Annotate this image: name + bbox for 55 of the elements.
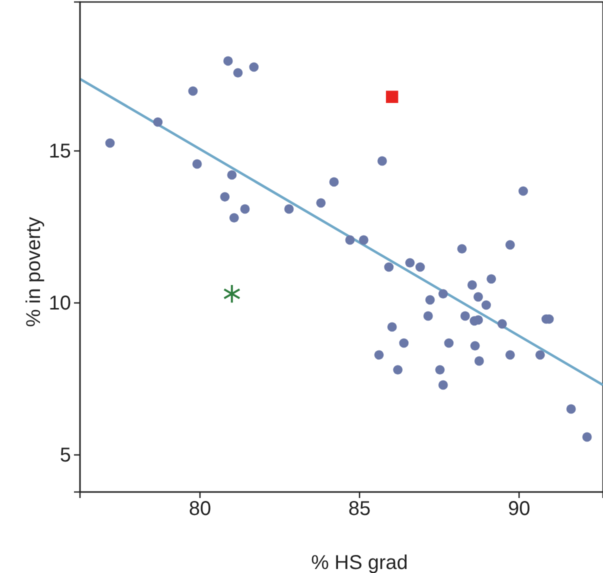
point	[415, 262, 425, 272]
point	[505, 350, 515, 360]
point	[438, 289, 448, 299]
point	[467, 280, 477, 290]
point	[460, 311, 470, 321]
point	[470, 341, 480, 350]
point	[566, 404, 576, 414]
point	[423, 311, 433, 321]
y-tick-label: 10	[48, 292, 71, 314]
point	[535, 350, 545, 360]
point	[386, 90, 398, 103]
point	[345, 235, 355, 245]
point	[233, 68, 243, 78]
point	[474, 356, 484, 366]
x-tick-label: 90	[508, 498, 530, 520]
point	[105, 138, 115, 148]
point	[374, 350, 384, 360]
point	[188, 86, 198, 96]
point	[153, 117, 163, 127]
x-tick-label: 85	[348, 498, 371, 520]
point	[240, 204, 250, 214]
x-axis-title: % HS grad	[311, 552, 408, 573]
point	[192, 159, 202, 169]
y-axis-title: % in poverty	[23, 216, 45, 328]
point	[486, 274, 496, 284]
point	[384, 262, 394, 272]
point	[227, 170, 237, 180]
point	[457, 244, 467, 254]
point	[497, 319, 507, 329]
point	[229, 213, 239, 223]
point	[316, 198, 326, 208]
point	[399, 338, 409, 348]
point	[444, 338, 454, 348]
y-tick-label: 5	[60, 444, 71, 466]
point	[518, 186, 528, 196]
point	[377, 156, 387, 166]
point	[223, 284, 241, 304]
point	[358, 235, 368, 245]
point	[435, 365, 445, 375]
point	[405, 258, 415, 268]
point	[220, 192, 230, 202]
point	[329, 177, 339, 187]
point	[481, 300, 491, 310]
y-tick-label: 15	[48, 140, 71, 162]
point	[249, 62, 259, 72]
x-tick-label: 80	[188, 498, 212, 520]
point	[438, 380, 448, 390]
point	[425, 295, 435, 305]
point	[393, 365, 403, 375]
point	[387, 322, 397, 332]
point	[505, 240, 515, 250]
point	[284, 204, 294, 214]
point	[223, 56, 233, 66]
point	[582, 432, 592, 442]
point	[474, 292, 483, 302]
